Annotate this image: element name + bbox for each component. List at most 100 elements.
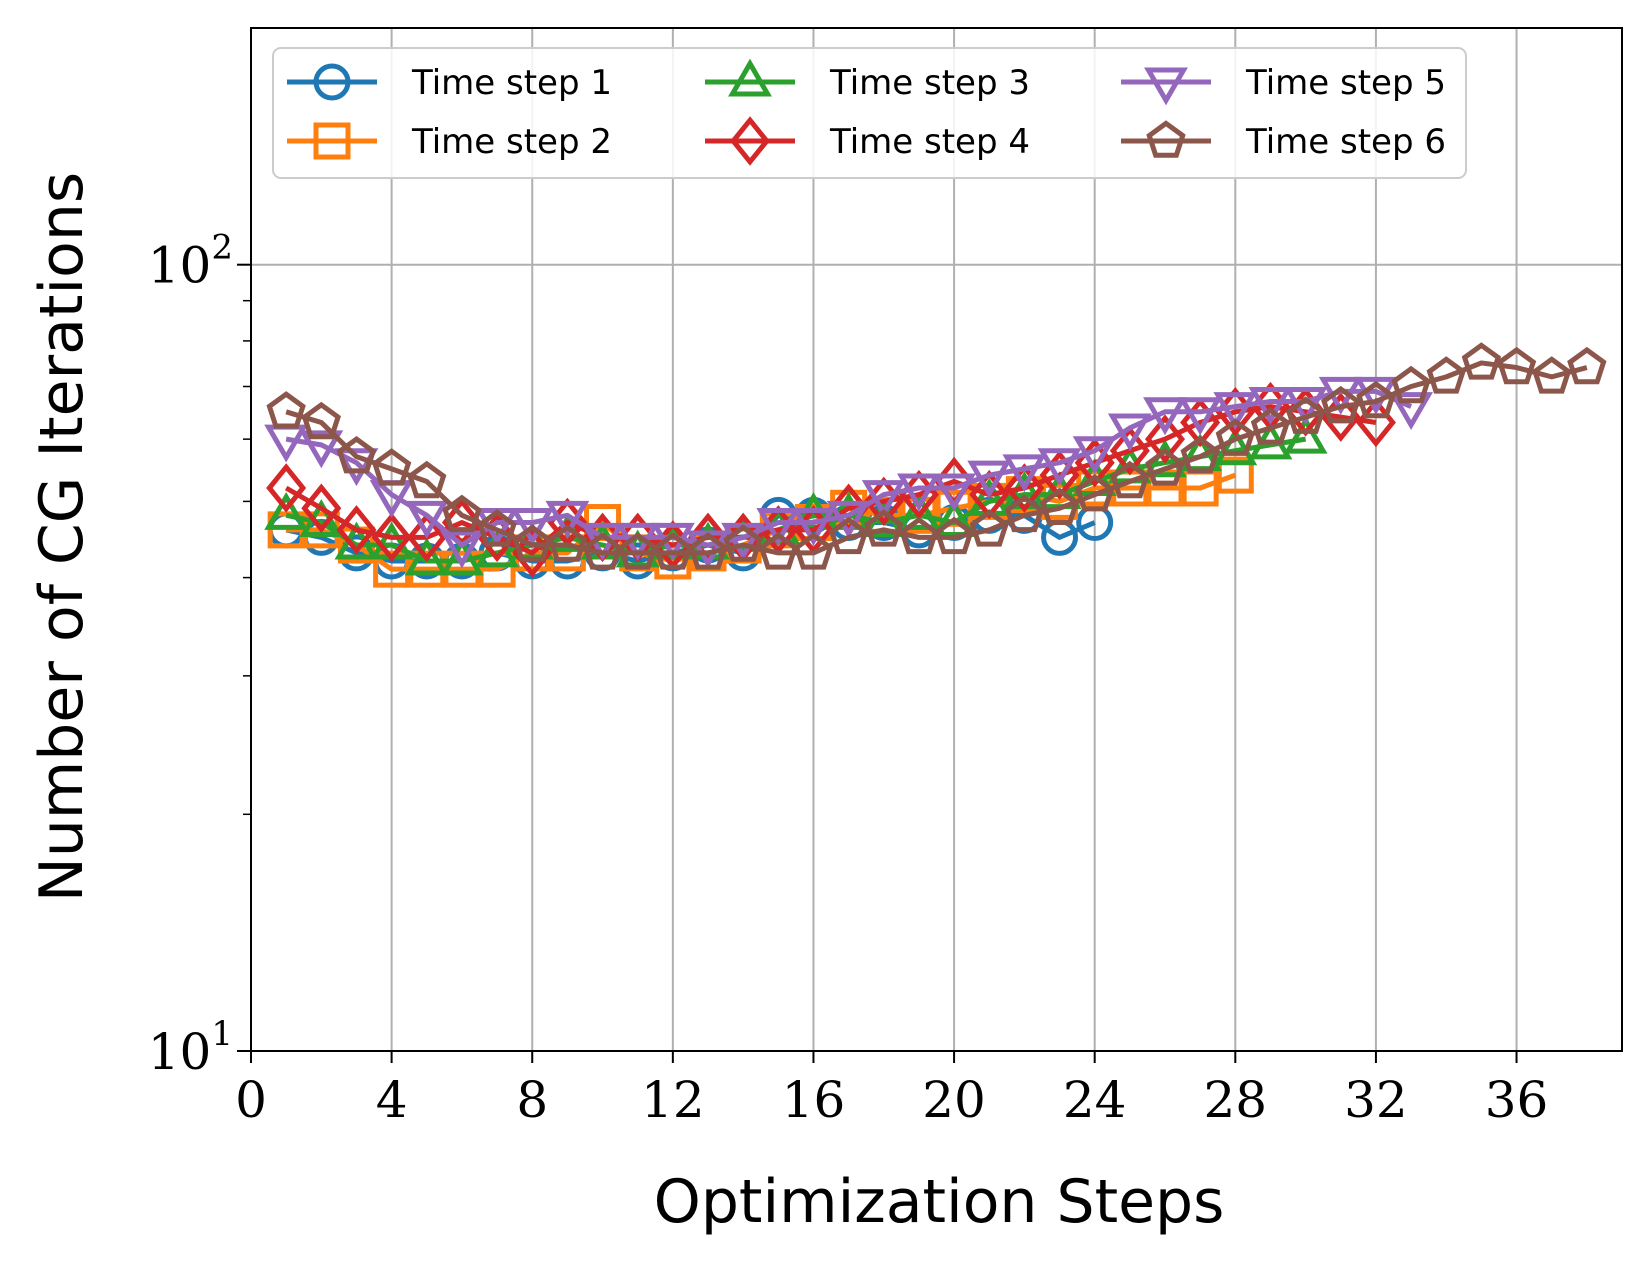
x-tick-label: 20 [922,1071,986,1129]
series-6-point [758,532,798,570]
legend-entry-3: Time step 3 [705,58,1030,103]
legend: Time step 1 Time step 2 Time step 3 Time st… [272,47,1467,179]
legend-marker [1144,67,1188,106]
series-5-point [861,480,906,519]
series-6-point [653,532,693,570]
series-3-point [404,537,449,576]
series-5-point [1389,392,1434,430]
x-tick-label: 16 [782,1071,846,1129]
series-5-point [756,508,801,546]
series-6-point [1496,346,1537,385]
series-2-point [373,550,411,588]
plot-frame [250,27,1623,1052]
series-6-point [1039,487,1080,526]
x-axis-title: Optimization Steps [654,1167,1225,1237]
series-6-point [1426,356,1466,394]
series-6-point [969,509,1009,547]
series-6-point [1145,448,1185,486]
legend-entry-5: Time step 5 [1121,63,1446,106]
series-6-point [828,516,869,555]
series-3-point [439,537,484,576]
x-tick-label: 4 [376,1071,408,1129]
series-6-point [1391,365,1431,404]
legend-marker [313,122,351,160]
x-tick-label: 36 [1485,1071,1549,1129]
x-tick-label: 0 [235,1071,267,1129]
series-6-point [301,401,341,440]
series-6-point [371,448,412,486]
legend-marker [1146,120,1186,158]
x-tick-label: 32 [1344,1071,1408,1129]
series-6-point [934,516,974,555]
axes [250,27,1623,1052]
legend-entry-1: Time step 1 [287,63,612,103]
series-6-point [1285,396,1326,434]
series-5-point [404,500,449,539]
series-6-point [793,532,834,570]
series-6-point [477,509,517,547]
series-6-point [1180,435,1220,474]
series-3-point [932,499,977,538]
series-6-point [336,435,377,474]
series-5-point [439,530,484,569]
series-6-point [1004,494,1045,533]
series-6 [266,342,1607,570]
series-5-point [545,500,590,539]
series-6-point [1215,418,1255,456]
legend-marker [728,58,772,97]
legend-label: Time step 3 [829,63,1030,103]
series-6-point [1110,460,1150,499]
series-5-point [1037,448,1082,487]
series-5-point [1002,454,1047,493]
series-4-point [1004,463,1045,513]
series-5-point [1353,376,1398,415]
series-3-point [896,491,941,530]
series-6-point [1075,473,1115,512]
series-4-point [1144,414,1186,464]
series-4-point [687,512,729,563]
series-4-point [301,483,342,534]
series-6-point [1532,356,1572,394]
series-3-point [264,491,309,530]
series-4-point [336,505,377,555]
x-tick-label: 8 [516,1071,548,1129]
series-5-point [1072,436,1117,475]
legend-entry-4: Time step 4 [705,116,1030,166]
series-2-point [267,511,305,549]
x-tick-label: 12 [641,1071,705,1129]
series-4-point [1109,425,1150,476]
series-4-point [406,512,447,563]
series-5-point [791,508,836,546]
series-2-point [1216,456,1254,494]
legend-label: Time step 1 [411,63,612,103]
legend-marker [313,63,351,101]
series-4-point [371,512,412,563]
series-5-point [334,448,379,487]
series-6-point [1461,342,1502,380]
series-6-point [1356,380,1396,419]
series-5-point [826,500,871,539]
series-5-point [1178,397,1223,436]
y-axis-title: Number of CG Iterations [27,172,97,902]
series-6-point [266,391,306,429]
series-6-point [547,524,588,562]
series-6-point [512,524,552,562]
series-5-point [1107,413,1152,452]
series-3-point [1213,427,1258,466]
legend-label: Time step 2 [411,122,612,162]
legend-label: Time step 6 [1245,122,1446,162]
series-layer [264,342,1607,588]
legend-label: Time step 5 [1245,63,1446,103]
series-5-point [299,430,344,469]
series-4-point [1039,450,1080,500]
legend-marker [729,116,771,166]
series-2-point [1146,469,1184,507]
legend-label: Time step 4 [829,122,1030,162]
series-6-point [582,532,623,570]
series-5-point [1248,386,1293,425]
series-6-point [1250,407,1291,445]
series-6-point [688,532,728,570]
series-5-point [896,473,941,512]
